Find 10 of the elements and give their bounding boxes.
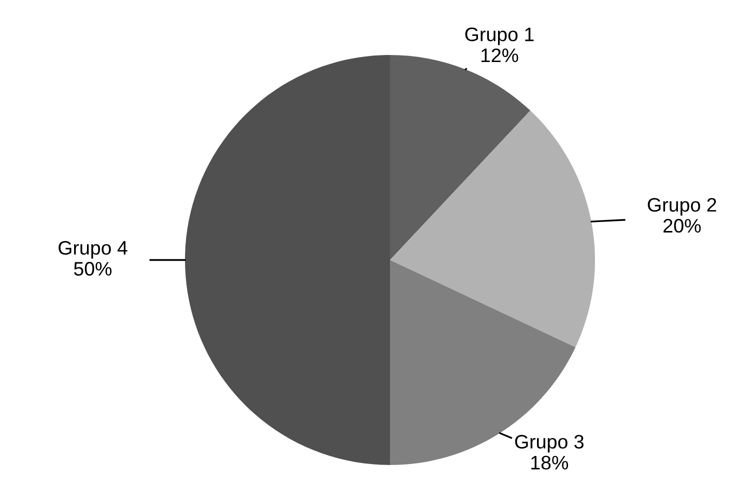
data-label: 50% xyxy=(74,262,112,276)
data-label: 12% xyxy=(481,48,518,62)
slice-label: Grupo 2 xyxy=(648,198,716,216)
pie-slice xyxy=(185,55,390,465)
data-label: 20% xyxy=(664,218,701,233)
slice-label: Grupo 4 xyxy=(58,240,128,259)
pie-slice xyxy=(390,110,595,348)
data-label: 18% xyxy=(531,456,568,470)
slice-label: Grupo 3 xyxy=(515,434,584,452)
slice-label: Grupo 1 xyxy=(465,28,534,46)
